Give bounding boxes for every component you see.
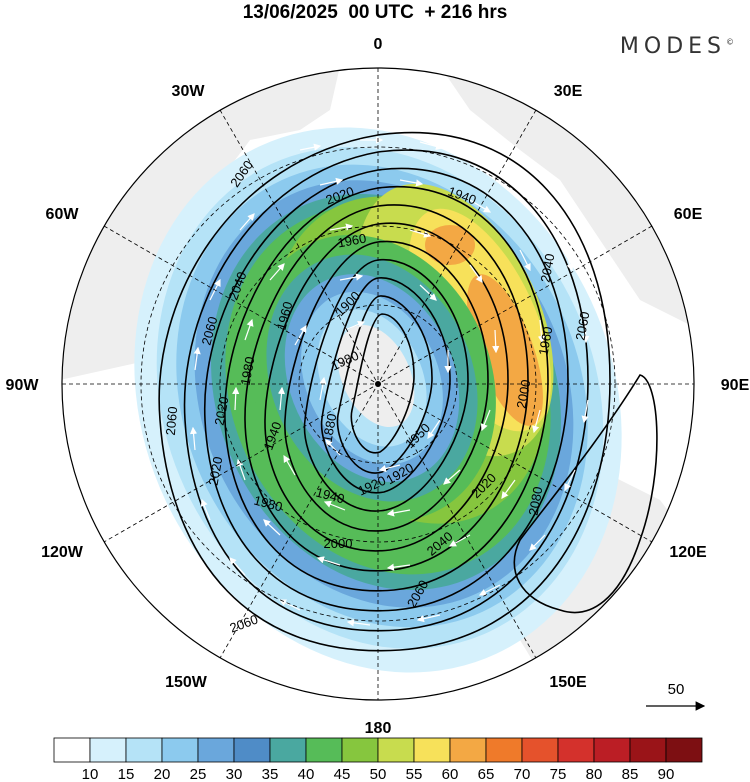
contour-label: 2060	[163, 406, 180, 436]
longitude-label: 90E	[721, 377, 750, 394]
colorbar-swatch	[197, 737, 235, 763]
longitude-labels: 0 30E 60E 90E 120E 150E 180 150W 120W 90W 60W 30W	[6, 36, 750, 737]
colorbar-swatch	[665, 737, 703, 763]
colorbar-swatch	[233, 737, 271, 763]
longitude-label: 60E	[674, 206, 703, 223]
colorbar-label: 50	[370, 766, 387, 782]
colorbar-label: 45	[334, 766, 351, 782]
brand-text: MODES	[619, 34, 726, 59]
colorbar-label: 70	[514, 766, 531, 782]
contour-label: 2000	[324, 536, 353, 551]
colorbar-swatch	[305, 737, 343, 763]
colorbar-swatch	[53, 737, 91, 763]
wind-speed-field	[62, 68, 694, 700]
colorbar-swatch	[161, 737, 199, 763]
brand-mark: ©	[726, 37, 734, 47]
colorbar-swatch	[413, 737, 451, 763]
longitude-label: 60W	[46, 206, 80, 223]
colorbar-swatch	[125, 737, 163, 763]
colorbar-swatch	[89, 737, 127, 763]
colorbar-label: 20	[154, 766, 171, 782]
contour-label: 1960	[536, 325, 556, 356]
map-boundary	[61, 67, 695, 701]
colorbar-label: 85	[622, 766, 639, 782]
longitude-label: 30W	[172, 83, 206, 100]
contour-label: 1960	[336, 231, 367, 251]
longitude-label: 30E	[554, 83, 583, 100]
colorbar-swatch	[629, 737, 667, 763]
colorbar-label: 55	[406, 766, 423, 782]
colorbar-label: 80	[586, 766, 603, 782]
colorbar-label: 60	[442, 766, 459, 782]
colorbar: 10 15 20 25 30 35 40 45 50 55 60 65 70 75 80 85 90	[53, 737, 703, 782]
colorbar-label: 35	[262, 766, 279, 782]
colorbar-swatch	[269, 737, 307, 763]
longitude-label: 120E	[669, 544, 707, 561]
colorbar-label: 10	[82, 766, 99, 782]
map-title: 13/06/2025 00 UTC + 216 hrs	[242, 2, 508, 23]
colorbar-swatch	[593, 737, 631, 763]
colorbar-swatch	[341, 737, 379, 763]
colorbar-swatch	[557, 737, 595, 763]
colorbar-label: 30	[226, 766, 243, 782]
contour-label: 1940	[314, 485, 346, 507]
contour-label: 2080	[526, 485, 546, 516]
contour-label: 2060	[199, 315, 221, 347]
longitude-label: 150E	[549, 674, 587, 691]
colorbar-swatch	[485, 737, 523, 763]
colorbar-label: 25	[190, 766, 207, 782]
contour-label: 2040	[538, 252, 558, 283]
colorbar-label: 40	[298, 766, 315, 782]
longitude-label: 150W	[165, 674, 208, 691]
longitude-label: 180	[365, 720, 392, 737]
contour-label: 1960	[274, 300, 296, 332]
contour-label: 1980	[252, 493, 284, 515]
colorbar-label: 65	[478, 766, 495, 782]
vector-legend: 50	[646, 681, 706, 711]
brand-logo: MODES©	[620, 34, 734, 59]
contour-label: 2020	[206, 455, 226, 486]
contour-label: 2000	[514, 378, 534, 409]
colorbar-label: 90	[658, 766, 675, 782]
vector-legend-value: 50	[668, 681, 685, 698]
longitude-label: 120W	[41, 544, 84, 561]
longitude-label: 0	[374, 36, 383, 53]
contour-label: 1880	[320, 412, 340, 443]
colorbar-label: 75	[550, 766, 567, 782]
colorbar-swatch	[449, 737, 487, 763]
colorbar-label: 15	[118, 766, 135, 782]
contour-label: 2020	[212, 395, 232, 426]
longitude-label: 90W	[6, 377, 40, 394]
colorbar-swatch	[521, 737, 559, 763]
wind-vectors	[189, 136, 590, 627]
colorbar-swatch	[377, 737, 415, 763]
pole-point	[375, 381, 381, 387]
contour-label: 2060	[573, 310, 593, 341]
contour-label: 1980	[238, 355, 258, 386]
